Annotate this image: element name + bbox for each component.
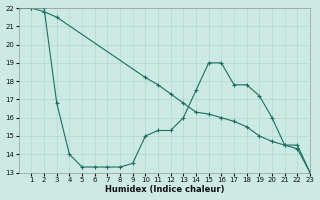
X-axis label: Humidex (Indice chaleur): Humidex (Indice chaleur) [105,185,224,194]
